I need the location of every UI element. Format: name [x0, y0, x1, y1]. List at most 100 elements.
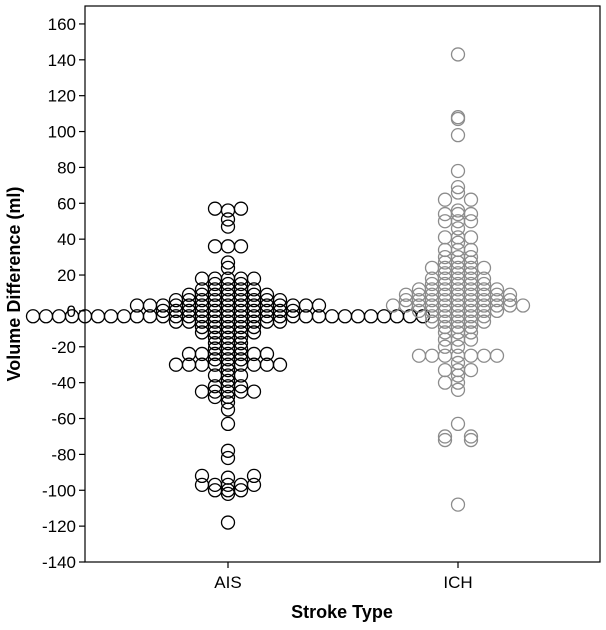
data-point	[450, 185, 466, 200]
data-point	[463, 266, 479, 281]
data-point	[233, 336, 249, 351]
data-point	[450, 497, 466, 512]
data-point	[220, 212, 236, 227]
data-point	[272, 314, 288, 329]
data-point	[450, 179, 466, 195]
y-tick-label: -100	[42, 481, 76, 500]
data-point	[450, 127, 466, 143]
y-axis: -140 -120 -100 -80 -60 -40 -20 0 20 40 60 80 100 120 1…	[42, 15, 85, 572]
data-point	[246, 271, 262, 286]
data-point	[463, 429, 479, 444]
y-tick-label: -140	[42, 553, 76, 572]
data-point	[463, 332, 479, 347]
y-tick-label: 160	[48, 15, 76, 34]
data-point	[502, 287, 518, 302]
data-point	[476, 260, 492, 276]
data-point	[220, 373, 236, 389]
data-point	[476, 271, 492, 286]
data-point	[246, 282, 262, 297]
y-axis-title: Volume Difference (ml)	[4, 187, 24, 382]
data-point	[220, 362, 236, 378]
data-point	[450, 368, 466, 383]
data-point	[489, 282, 505, 297]
data-point	[489, 348, 505, 363]
data-point	[220, 486, 236, 501]
data-point	[220, 239, 236, 254]
data-point	[489, 303, 505, 319]
data-point	[450, 163, 466, 179]
data-point	[476, 314, 492, 329]
data-point	[463, 362, 479, 378]
y-tick-label: 0	[67, 302, 76, 321]
data-point	[450, 111, 466, 127]
data-point	[463, 214, 479, 229]
y-tick-label: -120	[42, 517, 76, 536]
data-point	[233, 352, 249, 367]
data-point	[450, 339, 466, 354]
data-point	[463, 325, 479, 340]
y-tick-label: 100	[48, 123, 76, 142]
y-tick-label: 140	[48, 51, 76, 70]
data-point	[259, 287, 275, 302]
y-tick-label: 20	[57, 266, 76, 285]
data-point	[220, 203, 236, 218]
data-point	[272, 357, 288, 372]
data-point	[437, 429, 453, 444]
y-tick-label: 80	[57, 158, 76, 177]
data-point	[450, 416, 466, 432]
data-point	[220, 443, 236, 458]
y-tick-label: -80	[51, 445, 76, 464]
data-point	[220, 260, 236, 276]
data-point	[437, 192, 453, 207]
data-point	[285, 303, 301, 319]
data-point	[233, 368, 249, 383]
data-point	[450, 382, 466, 397]
x-axis-title: Stroke Type	[291, 602, 393, 622]
data-points	[25, 47, 531, 530]
y-tick-label: 60	[57, 194, 76, 213]
data-point	[246, 468, 262, 484]
data-point	[463, 206, 479, 222]
data-point	[220, 450, 236, 466]
data-point	[450, 221, 466, 236]
data-point	[246, 325, 262, 340]
data-point	[463, 432, 479, 448]
x-tick-label: AIS	[214, 573, 241, 592]
data-point	[515, 298, 531, 313]
data-point	[233, 341, 249, 356]
data-point	[233, 379, 249, 394]
data-point	[463, 192, 479, 207]
y-tick-label: 120	[48, 87, 76, 106]
data-point	[437, 432, 453, 448]
data-point	[246, 477, 262, 493]
data-point	[233, 330, 249, 345]
y-tick-label: -40	[51, 374, 76, 393]
data-point	[311, 298, 327, 313]
data-point	[220, 416, 236, 432]
data-point	[272, 292, 288, 308]
data-point	[246, 319, 262, 335]
data-point	[220, 402, 236, 417]
data-point	[220, 515, 236, 530]
data-point	[450, 47, 466, 62]
data-point	[220, 219, 236, 234]
data-point	[259, 346, 275, 362]
y-tick-label: 40	[57, 230, 76, 249]
data-point	[194, 468, 210, 484]
x-tick-label: ICH	[443, 573, 472, 592]
plot-area-frame	[84, 5, 601, 563]
data-point	[233, 483, 249, 498]
data-point	[476, 309, 492, 324]
data-point	[233, 276, 249, 292]
y-tick-label: -60	[51, 410, 76, 429]
data-point	[450, 235, 466, 250]
data-point	[246, 384, 262, 399]
data-point	[450, 203, 466, 218]
data-point	[502, 292, 518, 308]
y-tick-label: -20	[51, 338, 76, 357]
x-axis: AIS ICH	[214, 562, 473, 592]
data-point	[450, 375, 466, 390]
data-point	[463, 249, 479, 265]
